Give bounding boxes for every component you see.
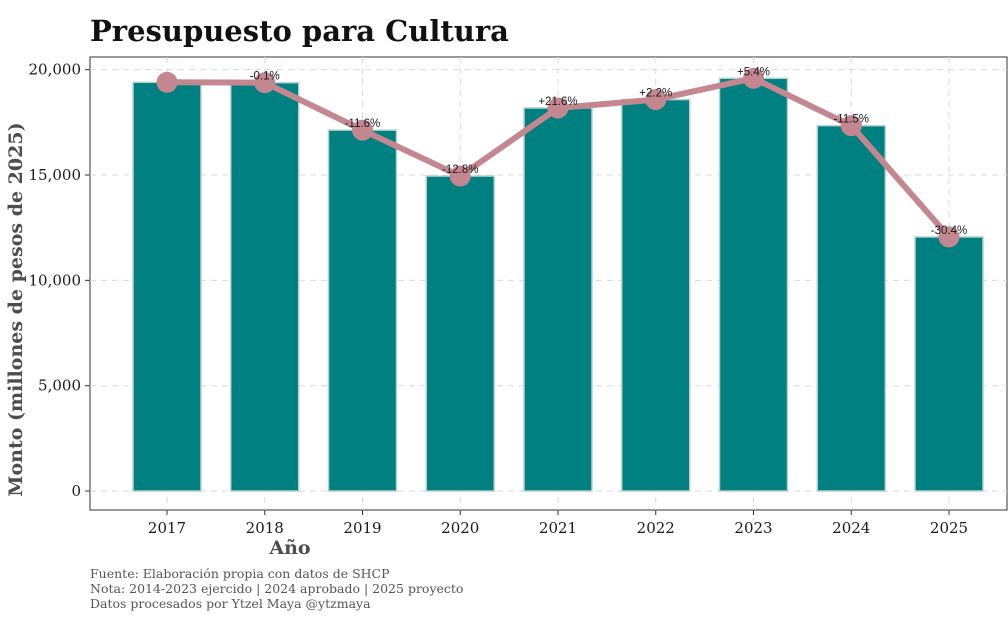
point-2019 <box>352 119 373 141</box>
change-label-2023: +5.4% <box>737 66 770 78</box>
bar-2022 <box>621 98 691 492</box>
bar-2025 <box>914 236 984 492</box>
bar-2017 <box>132 81 202 492</box>
y-tick-label: 15,000 <box>29 166 82 184</box>
points <box>156 67 960 248</box>
y-tick-label: 10,000 <box>29 271 82 289</box>
point-2020 <box>449 165 471 187</box>
y-tick-label: 5,000 <box>38 377 81 395</box>
point-2022 <box>645 89 667 111</box>
point-2023 <box>743 67 764 89</box>
y-tick-label: 0 <box>71 482 81 500</box>
bar-2024 <box>816 124 886 492</box>
bar-2023 <box>718 77 789 492</box>
point-2018 <box>254 72 276 94</box>
x-axis-title: Año <box>268 537 310 559</box>
x-tick-label: 2020 <box>441 519 479 537</box>
change-label-2024: -11.5% <box>833 114 869 126</box>
change-label-2022: +2.2% <box>639 88 672 100</box>
point-2024 <box>840 115 862 137</box>
x-tick-label: 2023 <box>734 519 772 537</box>
x-tick-label: 2024 <box>832 519 870 537</box>
bars <box>132 77 984 492</box>
point-2017 <box>156 71 178 93</box>
change-label-2021: +21.6% <box>538 96 577 108</box>
change-label-2019: -11.6% <box>345 118 381 130</box>
axes: 0 5,000 10,000 15,000 20,000 2017 2018 2019 2020… <box>29 61 969 537</box>
caption-source: Fuente: Elaboración propia con datos de … <box>90 566 390 581</box>
y-tick-label: 20,000 <box>29 61 82 79</box>
change-label-2020: -12.8% <box>442 164 478 176</box>
bar-2020 <box>425 175 495 492</box>
bar-2018 <box>230 81 300 492</box>
point-2021 <box>547 97 569 119</box>
change-labels: -0.1% -11.6% -12.8% +21.6% +2.2% +5.4% -11.5% -… <box>250 66 967 237</box>
point-2025 <box>938 226 960 248</box>
x-tick-label: 2022 <box>637 519 675 537</box>
bar-2021 <box>523 107 593 492</box>
y-axis-title: Monto (millones de pesos de 2025) <box>5 122 27 496</box>
caption-note: Nota: 2014-2023 ejercido | 2024 aprobado… <box>90 581 464 596</box>
change-label-2018: -0.1% <box>250 71 280 83</box>
x-tick-label: 2017 <box>148 519 186 537</box>
x-tick-label: 2018 <box>246 519 284 537</box>
x-tick-label: 2025 <box>930 519 968 537</box>
change-label-2025: -30.4% <box>931 225 967 237</box>
caption-credit: Datos procesados por Ytzel Maya @ytzmaya <box>90 596 371 611</box>
chart-title: Presupuesto para Cultura <box>90 14 509 48</box>
bar-2019 <box>327 129 398 492</box>
caption: Fuente: Elaboración propia con datos de … <box>90 566 463 611</box>
x-tick-label: 2019 <box>343 519 381 537</box>
x-tick-label: 2021 <box>539 519 577 537</box>
